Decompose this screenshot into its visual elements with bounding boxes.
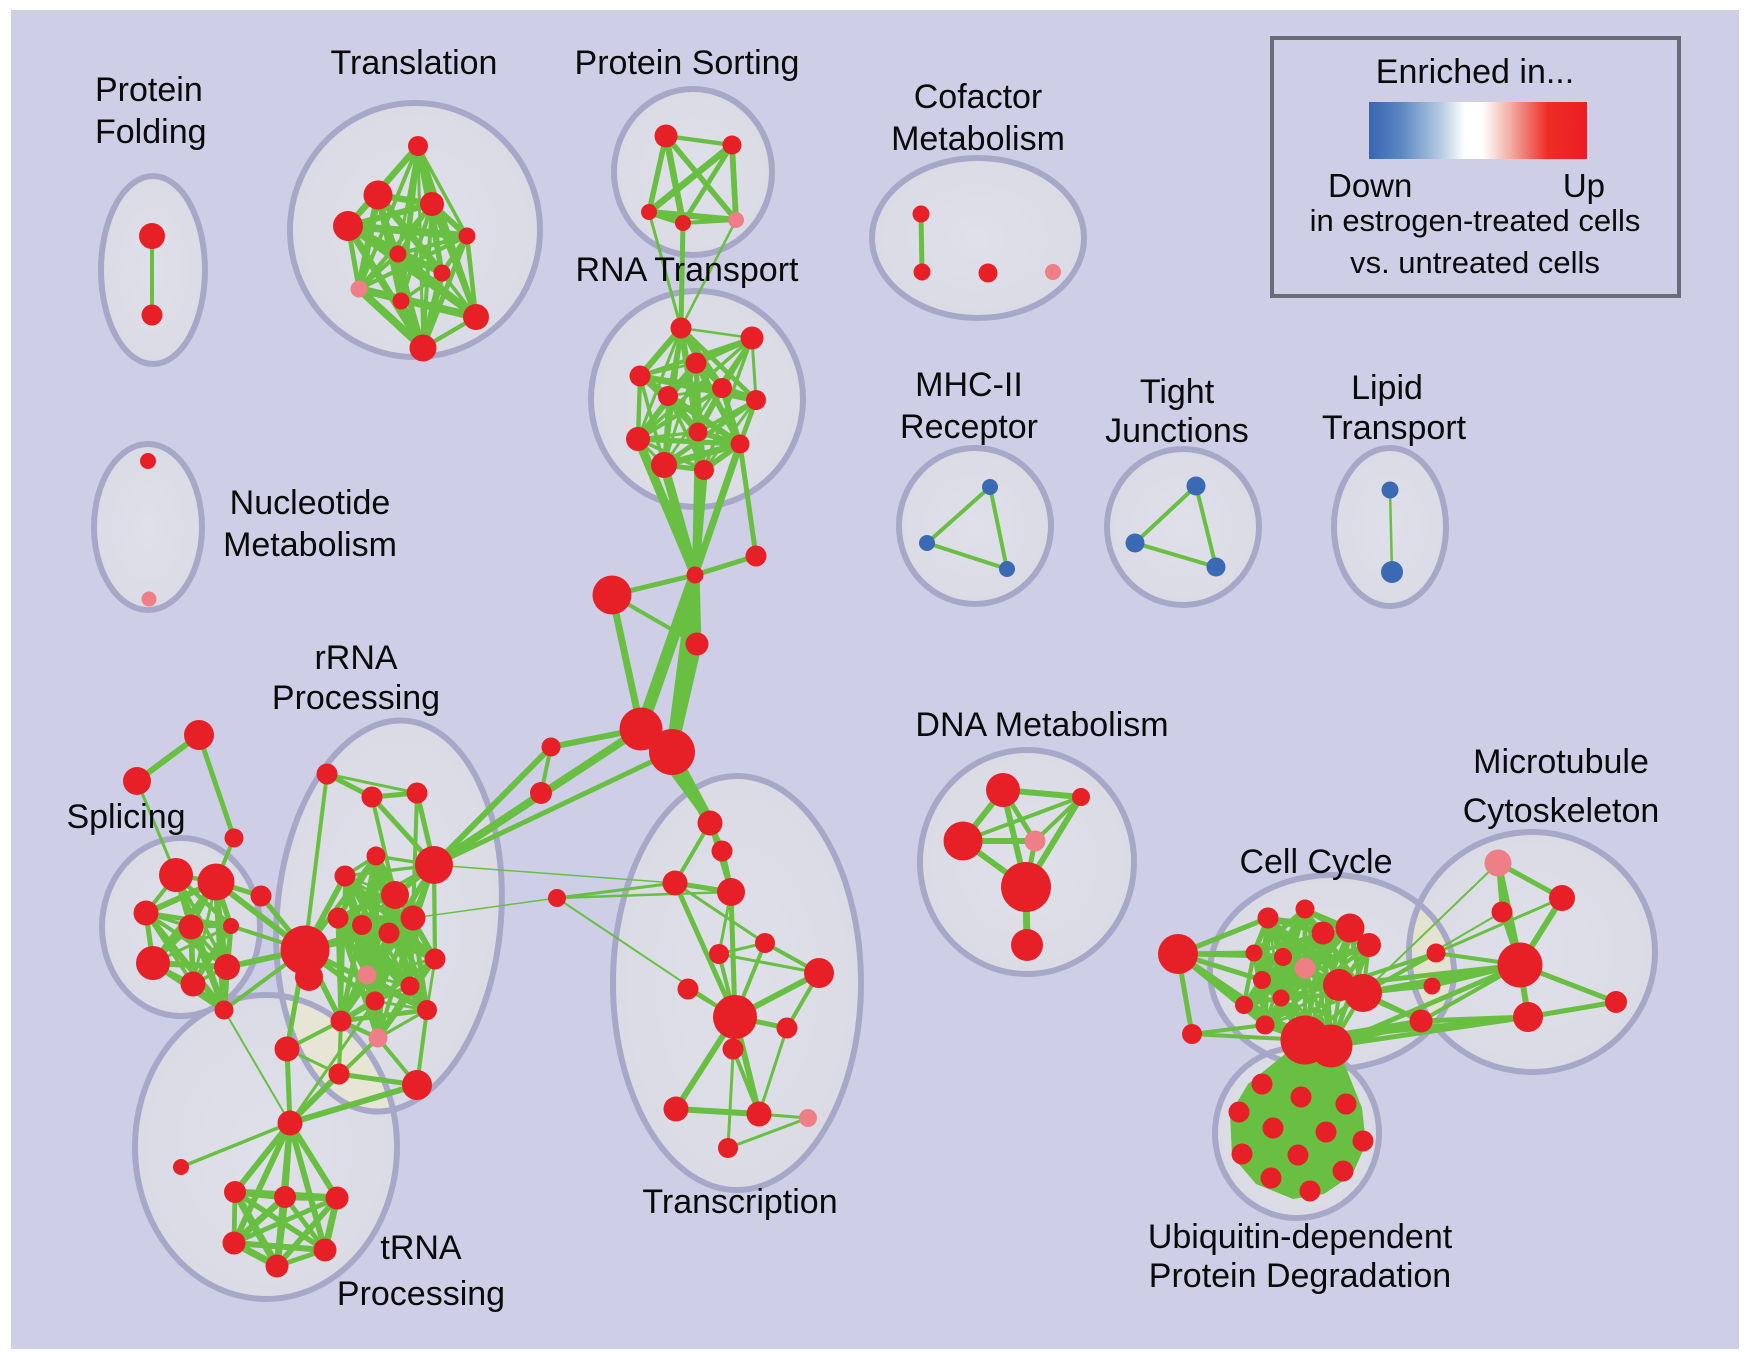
svg-text:Up: Up xyxy=(1563,167,1605,204)
svg-text:Cell Cycle: Cell Cycle xyxy=(1239,843,1392,881)
svg-text:Cofactor: Cofactor xyxy=(914,78,1043,116)
svg-text:Transport: Transport xyxy=(1322,409,1467,447)
svg-text:Microtubule: Microtubule xyxy=(1473,743,1649,781)
svg-text:RNA Transport: RNA Transport xyxy=(576,251,800,289)
svg-text:vs. untreated cells: vs. untreated cells xyxy=(1350,245,1600,280)
svg-text:Down: Down xyxy=(1328,167,1412,204)
svg-text:Metabolism: Metabolism xyxy=(223,526,397,564)
svg-text:rRNA: rRNA xyxy=(314,639,397,677)
svg-text:Processing: Processing xyxy=(337,1275,505,1313)
svg-text:MHC-II: MHC-II xyxy=(915,366,1023,404)
svg-text:Junctions: Junctions xyxy=(1105,412,1249,450)
svg-text:Cytoskeleton: Cytoskeleton xyxy=(1463,792,1660,830)
svg-text:Receptor: Receptor xyxy=(900,408,1038,446)
svg-text:Protein Sorting: Protein Sorting xyxy=(575,44,800,82)
svg-text:Metabolism: Metabolism xyxy=(891,120,1065,158)
svg-text:Transcription: Transcription xyxy=(642,1183,837,1221)
svg-text:Processing: Processing xyxy=(272,679,440,717)
svg-text:Lipid: Lipid xyxy=(1351,369,1423,407)
svg-text:Enriched in...: Enriched in... xyxy=(1376,53,1574,91)
svg-text:Folding: Folding xyxy=(95,113,207,151)
svg-text:Nucleotide: Nucleotide xyxy=(230,484,391,522)
svg-text:Splicing: Splicing xyxy=(66,798,185,836)
svg-text:DNA Metabolism: DNA Metabolism xyxy=(915,706,1168,744)
svg-text:Ubiquitin-dependent: Ubiquitin-dependent xyxy=(1148,1218,1453,1256)
svg-text:Tight: Tight xyxy=(1140,373,1215,411)
svg-text:Protein: Protein xyxy=(95,71,203,109)
svg-text:tRNA: tRNA xyxy=(380,1229,462,1267)
svg-text:in estrogen-treated cells: in estrogen-treated cells xyxy=(1310,203,1641,238)
svg-text:Protein Degradation: Protein Degradation xyxy=(1149,1257,1451,1295)
svg-text:Translation: Translation xyxy=(331,44,498,82)
